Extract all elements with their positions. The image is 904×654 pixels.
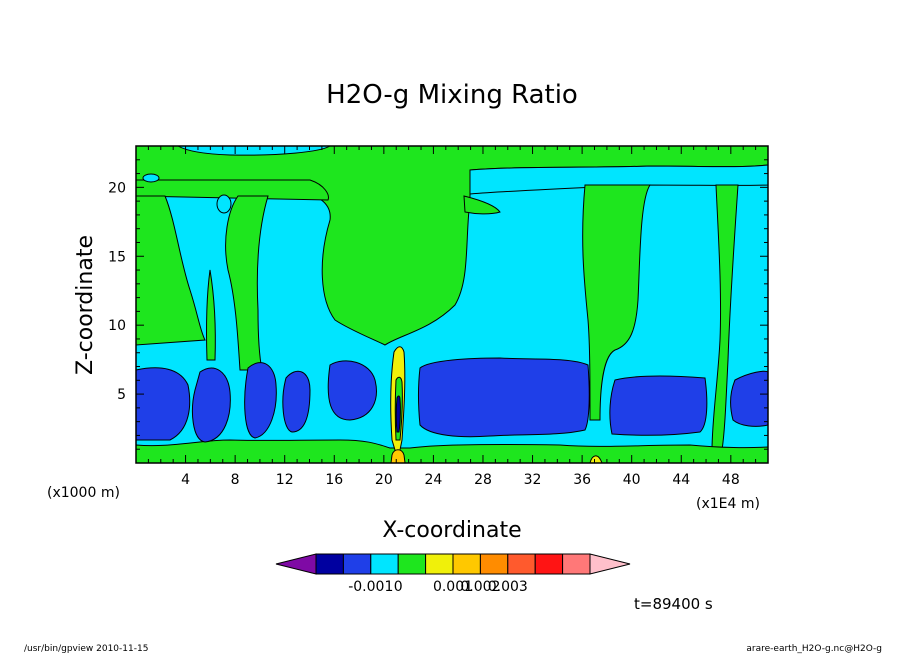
chart-title: H2O-g Mixing Ratio: [326, 80, 578, 110]
colorbar-bin: [507, 553, 536, 575]
colorbar-bin: [534, 553, 564, 575]
colorbar-bin: [397, 553, 427, 575]
blue-cell-1: [135, 367, 191, 441]
x-axis-label: X-coordinate: [382, 518, 521, 543]
contour-green-top-mid: [135, 179, 329, 201]
x-tick-label: 8: [231, 472, 240, 488]
colorbar-low-arrow: [275, 553, 317, 575]
y-axis-label: Z-coordinate: [73, 235, 98, 375]
colorbar-label: 0.003: [488, 579, 528, 595]
blue-cell-6: [418, 357, 590, 438]
x-tick-label: 20: [375, 472, 393, 488]
footer-right: arare-earth_H2O-g.nc@H2O-g: [746, 644, 882, 654]
time-label: t=89400 s: [634, 595, 713, 613]
y-tick-label: 20: [108, 180, 126, 196]
footer-left: /usr/bin/gpview 2010-11-15: [24, 644, 148, 654]
x-tick-label: 40: [623, 472, 641, 488]
contour-cyan-small-left: [142, 173, 160, 183]
plot-frame: [135, 145, 769, 464]
x-tick-label: 36: [573, 472, 591, 488]
colorbar-bin: [342, 553, 372, 575]
x-unit-left: (x1000 m): [47, 485, 120, 501]
x-tick-label: 12: [276, 472, 294, 488]
colorbar-bin: [452, 553, 481, 575]
x-tick-label: 4: [181, 472, 190, 488]
contour-green-plume-right: [582, 184, 651, 421]
contour-dark-core: [395, 395, 401, 433]
x-unit-right: (x1E4 m): [696, 496, 760, 512]
colorbar-bin: [562, 553, 591, 575]
colorbar: [275, 553, 631, 575]
x-tick-label: 28: [474, 472, 492, 488]
blue-cell-8: [730, 370, 769, 427]
colorbar-bin: [315, 553, 344, 575]
blue-cell-2: [192, 367, 231, 443]
contour-green-plume-mid: [205, 269, 216, 361]
colorbar-label: 0.001: [433, 579, 473, 595]
colorbar-bin: [479, 553, 509, 575]
colorbar-bin: [425, 553, 454, 575]
contour-cyan-bubble: [216, 194, 232, 214]
blue-cell-4: [282, 370, 311, 433]
colorbar-high-arrow: [589, 553, 631, 575]
blue-cell-5: [327, 360, 377, 421]
contour-field: [135, 145, 769, 464]
blue-cell-3: [244, 362, 277, 439]
colorbar-bin: [370, 553, 399, 575]
y-tick-label: 10: [108, 318, 126, 334]
contour-blue-cells: [135, 357, 769, 443]
x-axis-ticks: 4 8 12 16 20 24 28 32 36 40 44 48: [147, 146, 757, 488]
y-tick-label: 5: [117, 387, 126, 403]
contour-green-top-right: [463, 195, 501, 215]
x-tick-label: 44: [672, 472, 690, 488]
colorbar-label: 0.002: [460, 579, 500, 595]
contour-green-bottom: [135, 439, 769, 464]
y-tick-label: 15: [108, 249, 126, 265]
y-axis-ticks: 5 10 15 20: [108, 159, 768, 450]
x-tick-label: 16: [325, 472, 343, 488]
x-tick-label: 32: [524, 472, 542, 488]
x-tick-label: 24: [424, 472, 442, 488]
colorbar-label: 0: [394, 579, 403, 595]
blue-cell-7: [609, 375, 708, 436]
colorbar-label: -0.001: [348, 579, 393, 595]
contour-orange-base: [390, 449, 406, 464]
contour-green-left: [135, 195, 206, 346]
x-tick-label: 48: [722, 472, 740, 488]
